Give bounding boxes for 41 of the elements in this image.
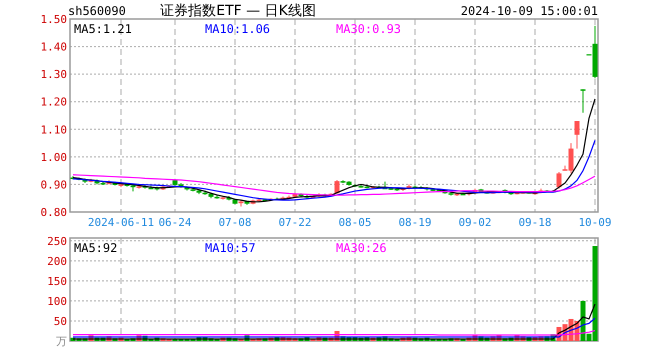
- y-tick-label: 1.00: [40, 150, 67, 164]
- candlestick: [574, 120, 580, 150]
- line-series: [72, 174, 596, 196]
- x-tick-label: 10-09: [578, 216, 612, 229]
- y-tick-label: 1.10: [40, 123, 67, 136]
- y-tick-label: 0.90: [40, 178, 67, 192]
- line-series: [72, 318, 596, 338]
- y-tick-label: 1.20: [40, 96, 67, 109]
- x-tick-label: 2024-06-11: [88, 216, 154, 229]
- y-tick-label: 50: [54, 314, 67, 328]
- x-tick-label: 09-02: [458, 216, 492, 229]
- y-tick-label: 200: [47, 254, 67, 268]
- y-tick-label: 1.30: [40, 68, 67, 82]
- x-tick-label: 08-05: [338, 216, 372, 229]
- y-tick-label: 万: [56, 335, 67, 348]
- y-tick-label: 0.80: [40, 206, 67, 219]
- line-series: [72, 304, 596, 340]
- line-series: [72, 98, 596, 202]
- candlestick: [580, 88, 586, 114]
- text: MA30:26: [336, 241, 387, 255]
- text: MA5:92: [74, 241, 118, 255]
- y-tick-label: 100: [47, 294, 67, 308]
- x-tick-label: 07-22: [278, 216, 312, 229]
- x-tick-label: 06-24: [158, 216, 192, 229]
- chart-title: 证券指数ETF — 日K线图: [160, 3, 316, 19]
- text: MA10:1.06: [205, 22, 270, 36]
- y-tick-label: 1.40: [40, 40, 67, 54]
- candlestick: [556, 172, 562, 190]
- text: sh560090: [68, 4, 126, 18]
- y-tick-label: 250: [47, 234, 67, 248]
- y-tick-label: 150: [47, 274, 67, 288]
- text: MA5:1.21: [74, 22, 132, 36]
- x-tick-label: 09-18: [518, 216, 552, 229]
- y-tick-label: 1.50: [40, 13, 67, 26]
- x-tick-label: 08-19: [398, 216, 432, 229]
- text: 2024-10-09 15:00:01: [460, 4, 598, 18]
- text: MA30:0.93: [336, 22, 402, 36]
- candlestick: [334, 180, 340, 194]
- line-series: [72, 140, 596, 201]
- x-tick-label: 07-08: [218, 216, 252, 229]
- text: MA10:57: [205, 241, 256, 255]
